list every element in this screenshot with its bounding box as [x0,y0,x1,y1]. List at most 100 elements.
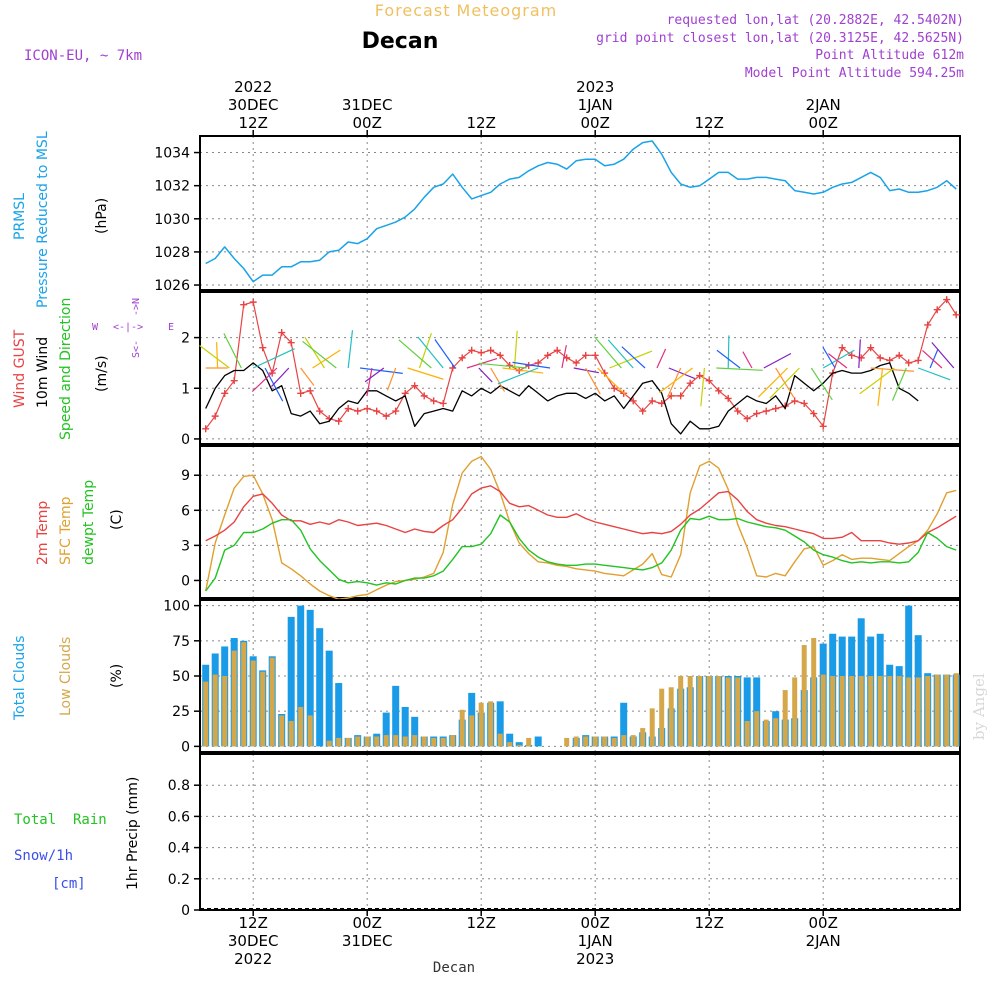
gust-point [810,410,818,418]
low-cloud-bar [469,715,475,747]
low-cloud-bar [640,728,646,747]
wind-label-10m: 10m Wind [35,337,51,408]
wind-direction-arrow [810,367,833,401]
low-cloud-bar [402,736,408,747]
temp-label-sfc: SFC Temp [58,496,74,565]
y-tick-label: 0.2 [168,872,190,888]
total-cloud-bar [306,609,314,747]
y-tick-label: 3 [181,538,190,554]
gust-point [914,356,922,364]
location-name: Decan [362,29,439,54]
precip-label-rain: Total Rain [14,812,107,828]
low-cloud-bar [744,721,750,747]
wind-direction-arrow [312,349,341,369]
gust-point [705,377,713,385]
sfc-temp-line [205,455,957,600]
wind-direction-arrow [417,336,444,369]
top-tick-label: 12Z [467,114,496,132]
gust-point [344,405,352,413]
panel-frame [199,599,961,753]
wind-direction-arrow [223,333,242,369]
gust-point [677,392,685,400]
low-cloud-bar [697,676,703,747]
gust-point [772,405,780,413]
wind-direction-arrow [300,367,315,386]
gust-point [249,298,257,306]
pressure-panel: 1026 1028 1030 1032 1034 [154,135,961,294]
y-tick-label: 1 [181,381,190,397]
gust-point [420,392,428,400]
gust-point [952,311,960,319]
low-cloud-bar [592,736,598,747]
total-cloud-bar [316,628,324,747]
temperature-panel: 0 3 6 9 [181,445,961,600]
bottom-tick-label: 00Z [809,914,838,932]
y-tick-label: 0.4 [168,841,190,857]
wind-direction-arrow [877,367,884,406]
gust-point [838,344,846,352]
low-cloud-bar [440,737,446,747]
gust-point [458,354,466,362]
precip-panel: 0 0.2 0.4 0.6 0.8 [168,753,961,919]
low-cloud-bar [716,676,722,747]
bottom-tick-label: 31DEC [342,932,393,950]
y-tick-label: 0.6 [168,809,190,825]
low-cloud-bar [811,638,817,747]
y-tick-label: 6 [181,503,190,519]
gust-point [819,422,827,430]
low-cloud-bar [687,676,693,747]
watermark: by Angel [970,673,988,740]
svg-text:<-|->: <-|-> [113,322,143,333]
panel-frame [199,291,961,445]
wind-direction-arrow [594,336,622,369]
y-tick-label: 75 [172,634,190,650]
low-cloud-bar [374,736,380,747]
gust-point [582,351,590,359]
wind-direction-arrow [727,335,730,369]
wind-direction-arrow [364,367,385,383]
wind-direction-arrow [769,367,800,399]
wind-direction-arrow [922,349,943,369]
top-tick-label: 00Z [809,114,838,132]
low-cloud-bar [887,676,893,747]
gust-point [591,351,599,359]
wind-direction-arrow [858,339,861,369]
pressure-unit: (hPa) [94,198,110,234]
low-cloud-bar [621,735,627,747]
wind-direction-arrow [386,367,397,391]
total-cloud-bar [297,605,305,747]
wind-direction-arrow [398,339,432,369]
model-name: ICON-EU, ~ 7km [24,48,142,64]
low-cloud-bar [488,701,494,747]
low-cloud-bar [830,676,836,747]
wind-direction-arrow [359,367,403,374]
y-tick-label: 0 [181,903,190,919]
wind-direction-arrow [497,367,539,385]
wind-direction-arrow [656,348,667,369]
gust-point [791,397,799,405]
panel-frame [199,135,961,291]
gust-point [477,349,485,357]
wind-direction-arrow [621,346,646,369]
top-tick-label: 31DEC [342,96,393,114]
low-cloud-bar [782,690,788,747]
low-cloud-bar [516,744,522,747]
wind-direction-arrow [742,351,753,369]
wind-labels: Wind GUST 10m Wind Speed and Direction (… [12,298,174,440]
gust-point [506,361,514,369]
gust-point [895,351,903,359]
precip-labels: Total Rain Snow/1h [cm] 1hr Precip (mm) [14,777,141,892]
low-cloud-bar [241,642,247,747]
gust-point [487,346,495,354]
gridpoint-coords: grid point closest lon,lat (20.3125E, 42… [596,31,964,46]
wind-direction-arrow [609,350,653,369]
low-cloud-bar [801,645,807,747]
gust-point [715,387,723,395]
gust-point [468,346,476,354]
low-cloud-bar [478,702,484,747]
gust-point [534,359,542,367]
wind-direction-arrow [716,349,741,369]
wind-direction-arrow [478,367,493,383]
